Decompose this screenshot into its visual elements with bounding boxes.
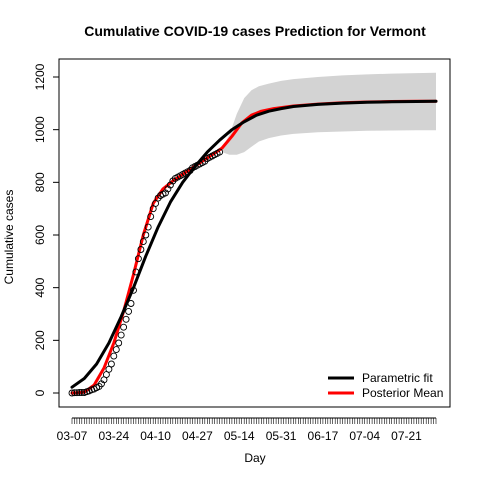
observed-point [127,300,135,307]
observed-point [75,389,83,396]
observed-point [110,352,118,360]
y-tick-label: 1000 [33,116,47,143]
y-tick-label: 600 [33,225,47,245]
confidence-band-group [222,72,436,155]
x-tick-label: 06-17 [308,429,339,443]
observed-point [132,268,140,276]
observed-point [166,181,174,189]
confidence-band-0 [222,72,436,155]
observed-point [137,246,145,253]
observed-point [117,331,125,339]
observed-point [216,148,224,156]
observed-point [68,389,76,397]
observed-point [142,231,150,239]
y-tick-label: 0 [33,389,47,396]
observed-points-group [68,148,224,397]
series-lines-group [70,99,438,395]
x-tick-label: 03-07 [57,429,88,443]
observed-point [112,346,120,354]
observed-point [134,255,142,263]
x-tick-label: 04-10 [140,429,171,443]
observed-point [139,238,147,246]
observed-point [122,315,130,323]
legend-label-posterior-mean: Posterior Mean [362,386,443,400]
x-tick-label: 03-24 [98,429,129,443]
observed-point [71,389,78,397]
observed-point [78,389,86,396]
observed-point [125,307,133,315]
observed-point [73,389,81,397]
observed-point [144,223,152,231]
y-tick-label: 400 [33,277,47,297]
x-tick-label: 07-04 [349,429,380,443]
y-tick-label: 800 [33,172,47,192]
x-tick-label: 05-14 [224,429,255,443]
observed-point [147,213,155,221]
chart-title: Cumulative COVID-19 cases Prediction for… [84,23,426,39]
observed-point [107,360,115,368]
y-axis: 0 200 400 600 800 1000 1200 [33,63,60,396]
x-tick-label: 07-21 [391,429,422,443]
observed-point [115,339,123,347]
legend-label-parametric-fit: Parametric fit [362,371,433,385]
x-axis-label: Day [244,451,265,465]
y-tick-label: 200 [33,330,47,350]
y-axis-label: Cumulative cases [2,190,16,285]
observed-point [130,286,137,294]
x-tick-label: 05-31 [266,429,297,443]
x-axis: 03-07 03-24 04-10 04-27 05-14 05-31 06-17 07-04… [57,417,437,443]
observed-point [120,323,128,331]
y-tick-label: 1200 [33,63,47,90]
observed-point [162,189,169,197]
series-line-parametric-fit [70,99,438,389]
x-tick-label: 04-27 [182,429,213,443]
